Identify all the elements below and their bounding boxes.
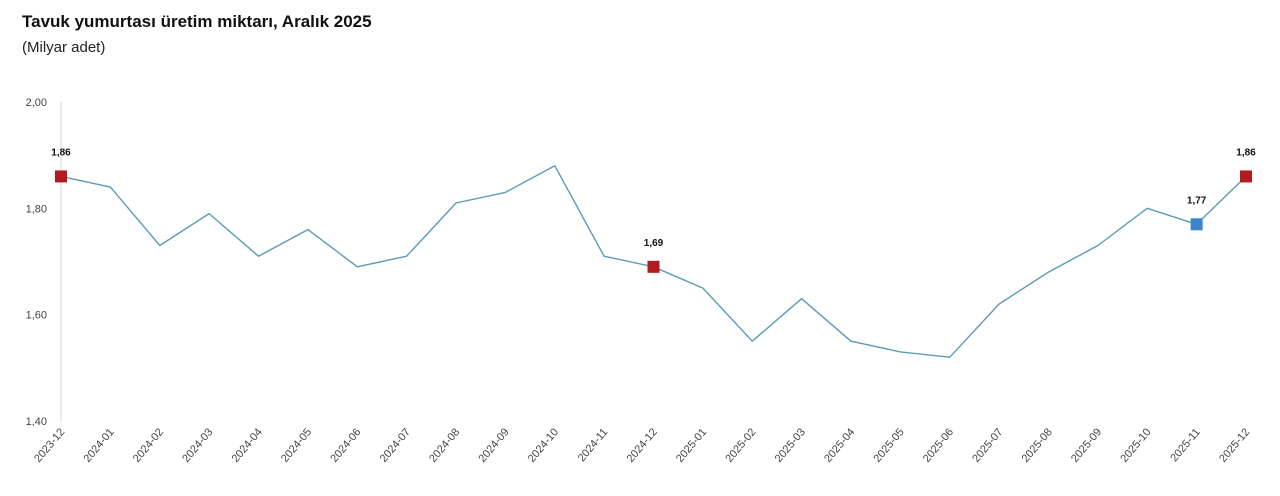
x-tick-label: 2024-10 (526, 426, 561, 465)
x-tick-label: 2025-01 (674, 426, 709, 465)
data-point-marker (647, 260, 660, 273)
x-tick-label: 2024-04 (230, 426, 265, 465)
data-point-marker (1240, 170, 1252, 183)
x-tick-label: 2024-06 (328, 426, 363, 465)
x-tick-label: 2024-03 (180, 426, 215, 465)
x-tick-label: 2024-07 (378, 426, 413, 465)
x-tick-label: 2025-10 (1118, 426, 1153, 465)
data-label: 1,86 (1236, 147, 1256, 158)
x-tick-label: 2025-02 (723, 426, 758, 465)
x-tick-label: 2025-07 (970, 426, 1005, 465)
chart-title: Tavuk yumurtası üretim miktarı, Aralık 2… (22, 12, 372, 31)
y-tick-label: 2,00 (26, 97, 47, 109)
data-label: 1,86 (51, 147, 71, 158)
x-tick-label: 2024-01 (82, 426, 117, 465)
x-tick-label: 2024-11 (576, 426, 611, 464)
x-tick-label: 2025-08 (1020, 426, 1055, 465)
x-tick-label: 2023-12 (32, 426, 67, 465)
data-point-marker (1190, 218, 1203, 231)
y-tick-label: 1,80 (26, 203, 47, 215)
x-tick-label: 2025-11 (1168, 426, 1203, 464)
x-tick-label: 2025-03 (773, 426, 808, 465)
x-tick-label: 2024-02 (131, 426, 166, 465)
data-label: 1,69 (644, 238, 664, 249)
x-tick-label: 2025-04 (822, 426, 857, 465)
x-tick-label: 2025-05 (872, 426, 907, 465)
y-tick-label: 1,60 (26, 310, 47, 322)
data-label: 1,77 (1187, 195, 1207, 206)
x-tick-label: 2024-09 (477, 426, 512, 465)
x-tick-label: 2024-08 (427, 426, 462, 465)
x-tick-label: 2024-12 (625, 426, 660, 465)
data-point-marker (55, 170, 67, 183)
y-tick-label: 1,40 (26, 416, 47, 428)
chart-subtitle: (Milyar adet) (22, 39, 106, 56)
x-tick-label: 2024-05 (279, 426, 314, 465)
x-tick-label: 2025-06 (921, 426, 956, 465)
x-tick-label: 2025-12 (1217, 426, 1252, 465)
x-tick-label: 2025-09 (1069, 426, 1104, 465)
